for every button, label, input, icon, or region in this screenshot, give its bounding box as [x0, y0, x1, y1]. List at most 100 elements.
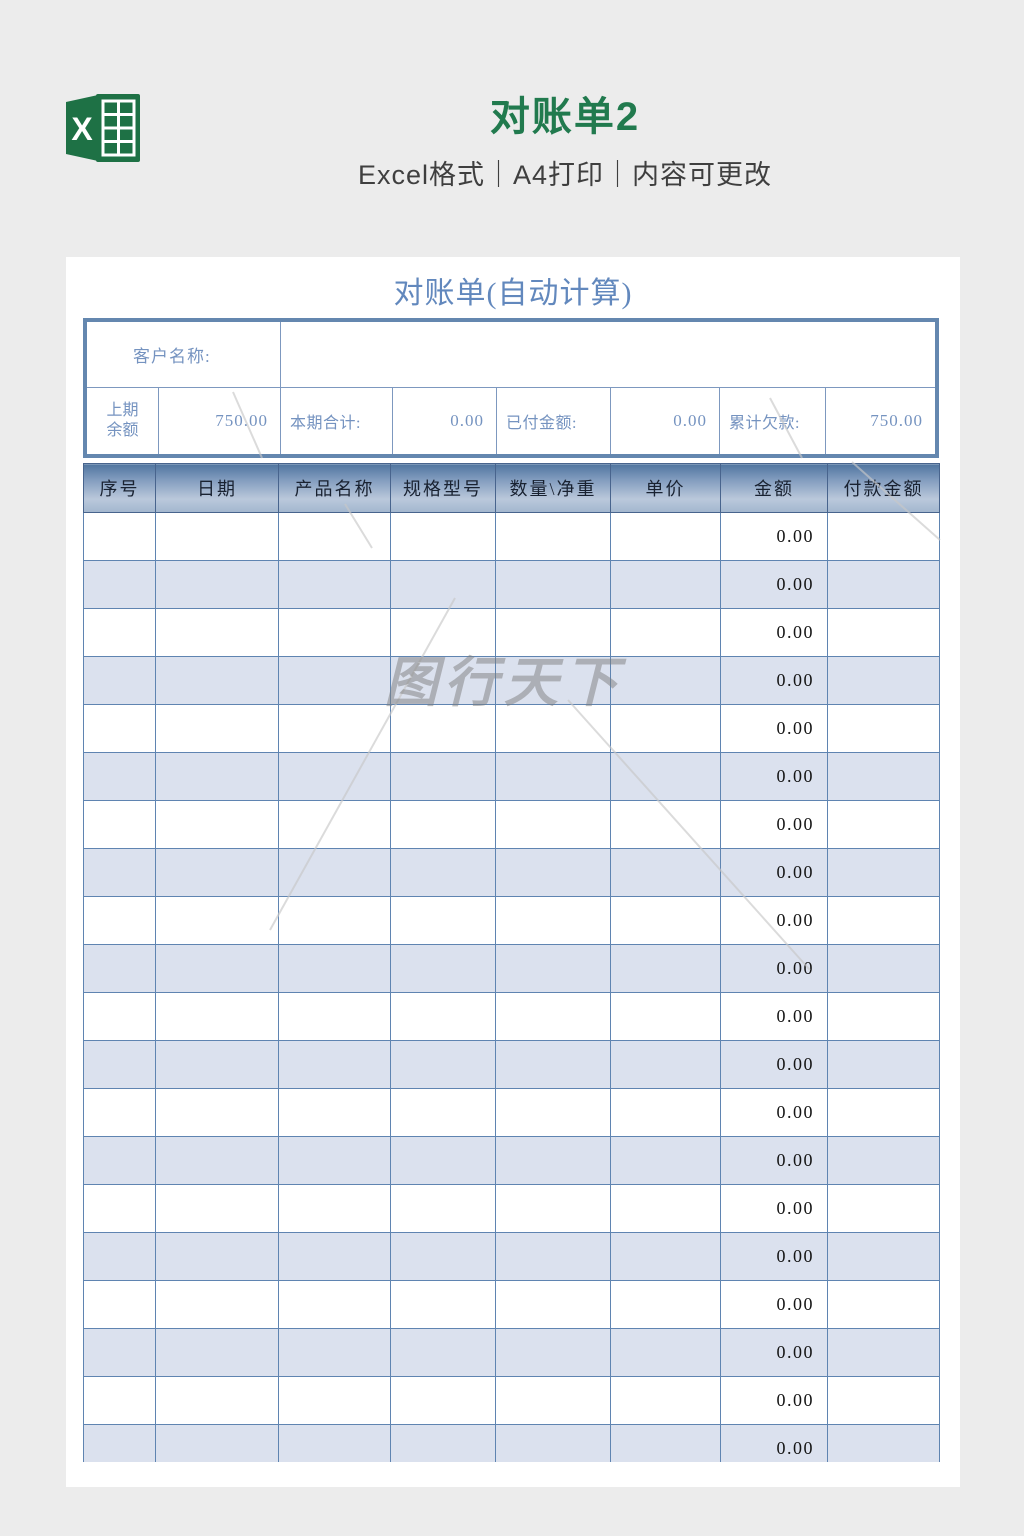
amount-cell: 0.00 — [720, 1136, 828, 1185]
empty-cell — [827, 704, 940, 753]
empty-cell — [83, 1424, 156, 1462]
empty-cell — [495, 944, 611, 993]
empty-cell — [83, 944, 156, 993]
empty-cell — [155, 752, 279, 801]
empty-cell — [827, 608, 940, 657]
empty-cell — [278, 1328, 391, 1377]
empty-cell — [827, 896, 940, 945]
empty-cell — [278, 704, 391, 753]
empty-cell — [278, 512, 391, 561]
column-header: 单价 — [610, 463, 721, 513]
empty-cell — [495, 1424, 611, 1462]
empty-cell — [278, 1376, 391, 1425]
empty-cell — [155, 1376, 279, 1425]
empty-cell — [827, 848, 940, 897]
empty-cell — [155, 848, 279, 897]
empty-cell — [390, 848, 496, 897]
empty-cell — [495, 608, 611, 657]
empty-cell — [390, 896, 496, 945]
amount-cell: 0.00 — [720, 848, 828, 897]
page-title: 对账单2 — [489, 95, 641, 139]
empty-cell — [495, 1328, 611, 1377]
column-header: 金额 — [720, 463, 828, 513]
amount-cell: 0.00 — [720, 1280, 828, 1329]
empty-cell — [610, 800, 721, 849]
amount-cell: 0.00 — [720, 1376, 828, 1425]
empty-cell — [610, 1136, 721, 1185]
table-row: 0.00 — [83, 800, 940, 849]
customer-name-label: 客户名称: — [87, 322, 281, 387]
empty-cell — [278, 848, 391, 897]
empty-cell — [390, 1232, 496, 1281]
statement-table-container: 序号 日期 产品名称 规格型号 数量\净重 单价 金额 付款金额 0.00 0.00 0.00 0.… — [83, 463, 941, 1462]
table-row: 0.00 — [83, 560, 940, 609]
empty-cell — [827, 1088, 940, 1137]
empty-cell — [610, 656, 721, 705]
empty-cell — [83, 992, 156, 1041]
empty-cell — [390, 992, 496, 1041]
empty-cell — [155, 608, 279, 657]
empty-cell — [278, 1424, 391, 1462]
table-row: 0.00 — [83, 608, 940, 657]
table-row: 0.00 — [83, 1376, 940, 1425]
statement-table: 序号 日期 产品名称 规格型号 数量\净重 单价 金额 付款金额 0.00 0.00 0.00 0.… — [83, 463, 940, 1462]
column-header: 日期 — [155, 463, 279, 513]
empty-cell — [83, 896, 156, 945]
table-row: 0.00 — [83, 656, 940, 705]
table-header-row: 序号 日期 产品名称 规格型号 数量\净重 单价 金额 付款金额 — [83, 463, 940, 513]
accumulated-debt-label: 累计欠款: — [719, 388, 825, 454]
empty-cell — [610, 1376, 721, 1425]
empty-cell — [610, 1088, 721, 1137]
empty-cell — [495, 1184, 611, 1233]
empty-cell — [610, 1232, 721, 1281]
empty-cell — [827, 656, 940, 705]
empty-cell — [827, 1280, 940, 1329]
empty-cell — [83, 656, 156, 705]
amount-cell: 0.00 — [720, 1184, 828, 1233]
empty-cell — [155, 560, 279, 609]
amount-cell: 0.00 — [720, 704, 828, 753]
empty-cell — [83, 1328, 156, 1377]
table-row: 0.00 — [83, 1280, 940, 1329]
column-header: 数量\净重 — [495, 463, 611, 513]
empty-cell — [278, 656, 391, 705]
empty-cell — [495, 800, 611, 849]
empty-cell — [827, 512, 940, 561]
empty-cell — [155, 1280, 279, 1329]
empty-cell — [83, 1088, 156, 1137]
empty-cell — [610, 848, 721, 897]
empty-cell — [827, 1184, 940, 1233]
table-row: 0.00 — [83, 704, 940, 753]
empty-cell — [278, 1088, 391, 1137]
paid-amount-value: 0.00 — [610, 388, 719, 454]
table-row: 0.00 — [83, 848, 940, 897]
empty-cell — [390, 608, 496, 657]
empty-cell — [390, 1184, 496, 1233]
empty-cell — [83, 800, 156, 849]
empty-cell — [827, 1424, 940, 1462]
empty-cell — [827, 800, 940, 849]
empty-cell — [827, 1328, 940, 1377]
amount-cell: 0.00 — [720, 1232, 828, 1281]
previous-balance-value: 750.00 — [158, 388, 280, 454]
empty-cell — [390, 1424, 496, 1462]
empty-cell — [495, 992, 611, 1041]
excel-icon: X — [66, 94, 140, 162]
empty-cell — [610, 1328, 721, 1377]
empty-cell — [610, 560, 721, 609]
empty-cell — [83, 1280, 156, 1329]
empty-cell — [83, 704, 156, 753]
empty-cell — [610, 752, 721, 801]
amount-cell: 0.00 — [720, 1040, 828, 1089]
empty-cell — [610, 1184, 721, 1233]
amount-cell: 0.00 — [720, 896, 828, 945]
table-row: 0.00 — [83, 944, 940, 993]
empty-cell — [83, 1376, 156, 1425]
table-row: 0.00 — [83, 1424, 940, 1462]
amount-cell: 0.00 — [720, 752, 828, 801]
empty-cell — [278, 1136, 391, 1185]
table-row: 0.00 — [83, 992, 940, 1041]
empty-cell — [155, 656, 279, 705]
empty-cell — [610, 704, 721, 753]
